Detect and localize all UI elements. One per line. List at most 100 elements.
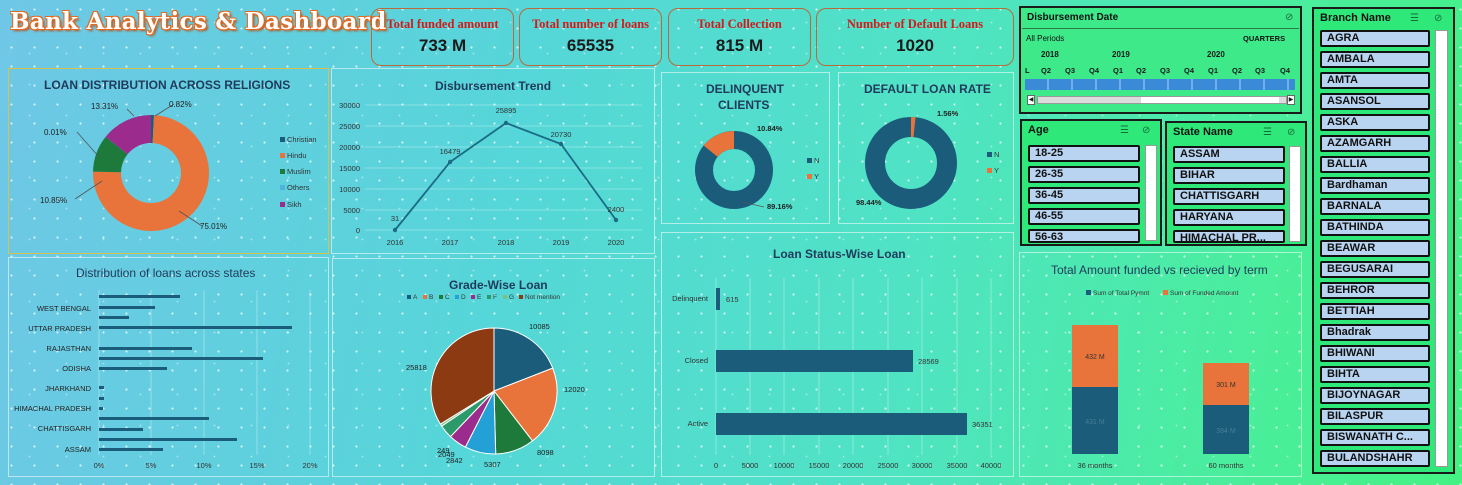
all-periods-label[interactable]: All Periods — [1026, 34, 1065, 43]
multi-select-icon[interactable]: ☰ — [1263, 127, 1272, 138]
branch-item[interactable]: Bardhaman — [1320, 177, 1430, 194]
clear-filter-icon[interactable]: ⊘ — [1285, 12, 1294, 23]
x-tick: 15% — [249, 461, 264, 470]
scroll-right-icon[interactable]: ▶ — [1287, 95, 1295, 105]
branch-item[interactable]: BETTIAH — [1320, 303, 1430, 320]
status-bar-closed — [716, 350, 913, 372]
legend-b: B — [429, 294, 433, 301]
branch-item[interactable]: BEGUSARAI — [1320, 261, 1430, 278]
branch-item[interactable]: BALLIA — [1320, 156, 1430, 173]
quarter-label[interactable]: Q2 — [1136, 66, 1147, 75]
state-item[interactable]: ASSAM — [1173, 146, 1285, 163]
trend-point — [447, 159, 453, 165]
term-bar-36-funded — [1072, 325, 1118, 387]
state-label: CHATTISGARH — [38, 424, 91, 433]
dashboard-title: Bank Analytics & Dashboard — [10, 8, 387, 35]
legend-y: Y — [814, 172, 819, 181]
status-bar-delinquent — [716, 288, 720, 310]
state-slicer[interactable]: State Name ☰ ⊘ ASSAM BIHAR CHATTISGARH H… — [1165, 121, 1307, 246]
kpi-default-loans: Number of Default Loans 1020 — [816, 8, 1014, 66]
clear-filter-icon[interactable]: ⊘ — [1142, 125, 1151, 136]
quarter-label[interactable]: Q4 — [1184, 66, 1195, 75]
term-stacked-bar-chart: Sum of Total Pymnt Sum of Funded Amount … — [1072, 290, 1249, 470]
multi-select-icon[interactable]: ☰ — [1410, 13, 1419, 24]
term-bar-60-funded — [1203, 363, 1249, 405]
kpi-total-funded: Total funded amount 733 M — [371, 8, 514, 66]
branch-item[interactable]: BARNALA — [1320, 198, 1430, 215]
trend-line — [394, 121, 617, 231]
y-tick: 10000 — [339, 185, 360, 194]
scroll-left-icon[interactable]: ◀ — [1027, 95, 1035, 105]
state-bar — [99, 417, 209, 420]
states-chart-panel: Distribution of loans across states WEST… — [8, 257, 329, 477]
date-slicer[interactable]: Disbursement Date ⊘ All Periods QUARTERS… — [1019, 6, 1302, 114]
status-value: 36351 — [972, 420, 993, 429]
branch-item[interactable]: BILASPUR — [1320, 408, 1430, 425]
branch-item[interactable]: AMBALA — [1320, 51, 1430, 68]
trend-point — [503, 120, 509, 126]
quarter-label[interactable]: Q2 — [1041, 66, 1052, 75]
timeline-scroll-thumb[interactable] — [1141, 97, 1279, 103]
state-label: HIMACHAL PRADESH — [14, 404, 91, 413]
branch-scrollbar[interactable] — [1435, 30, 1448, 467]
age-item[interactable]: 26-35 — [1028, 166, 1140, 183]
branch-item[interactable]: BHIWANI — [1320, 345, 1430, 362]
quarter-label[interactable]: Q3 — [1255, 66, 1266, 75]
age-item[interactable]: 18-25 — [1028, 145, 1140, 162]
quarter-label[interactable]: Q1 — [1113, 66, 1124, 75]
branch-item[interactable]: AGRA — [1320, 30, 1430, 47]
age-item[interactable]: 36-45 — [1028, 187, 1140, 204]
trend-chart-title: Disbursement Trend — [435, 79, 552, 93]
branch-item[interactable]: ASKA — [1320, 114, 1430, 131]
kpi-label: Total Collection — [697, 17, 782, 31]
branch-item[interactable]: BULANDSHAHR — [1320, 450, 1430, 467]
age-item[interactable]: 56-63 — [1028, 229, 1140, 243]
branch-item[interactable]: Bhadrak — [1320, 324, 1430, 341]
states-chart-title: Distribution of loans across states — [76, 266, 256, 280]
timeline-bar[interactable] — [1025, 79, 1295, 90]
branch-item[interactable]: BIHTA — [1320, 366, 1430, 383]
state-item[interactable]: CHATTISGARH — [1173, 188, 1285, 205]
y-tick: 0 — [356, 226, 360, 235]
branch-item[interactable]: BEHROR — [1320, 282, 1430, 299]
state-bar — [99, 316, 129, 319]
quarter-label[interactable]: Q1 — [1208, 66, 1219, 75]
clear-filter-icon[interactable]: ⊘ — [1287, 127, 1296, 138]
branch-item[interactable]: BEAWAR — [1320, 240, 1430, 257]
quarter-label[interactable]: Q3 — [1065, 66, 1076, 75]
branch-item[interactable]: AMTA — [1320, 72, 1430, 89]
age-scrollbar[interactable] — [1145, 145, 1157, 241]
state-scrollbar[interactable] — [1289, 146, 1301, 242]
x-tick: 10000 — [774, 461, 795, 470]
branch-item[interactable]: BATHINDA — [1320, 219, 1430, 236]
status-category: Closed — [685, 356, 708, 365]
quarter-label[interactable]: L — [1025, 66, 1030, 75]
quarter-label[interactable]: Q2 — [1232, 66, 1243, 75]
state-item[interactable]: HARYANA — [1173, 209, 1285, 226]
legend-y: Y — [994, 166, 999, 175]
branch-item[interactable]: BIJOYNAGAR — [1320, 387, 1430, 404]
age-item[interactable]: 46-55 — [1028, 208, 1140, 225]
multi-select-icon[interactable]: ☰ — [1120, 125, 1129, 136]
quarter-label[interactable]: Q3 — [1160, 66, 1171, 75]
clear-filter-icon[interactable]: ⊘ — [1434, 13, 1443, 24]
religion-chart-panel: LOAN DISTRIBUTION ACROSS RELIGIONS 0.82%… — [8, 68, 329, 254]
quarter-label[interactable]: Q4 — [1089, 66, 1100, 75]
state-item[interactable]: HIMACHAL PR... — [1173, 230, 1285, 243]
age-slicer[interactable]: Age ☰ ⊘ 18-25 26-35 36-45 46-55 56-63 — [1020, 119, 1162, 246]
kpi-value: 65535 — [566, 36, 615, 55]
divider — [1022, 28, 1299, 29]
branch-item[interactable]: BISWANATH C... — [1320, 429, 1430, 446]
quarter-label[interactable]: Q4 — [1280, 66, 1291, 75]
granularity-dropdown[interactable]: QUARTERS — [1243, 34, 1286, 43]
year-label: 2019 — [1112, 50, 1130, 59]
state-item[interactable]: BIHAR — [1173, 167, 1285, 184]
branch-item[interactable]: AZAMGARH — [1320, 135, 1430, 152]
state-slicer-title: State Name — [1173, 126, 1233, 138]
legend-d: D — [461, 294, 466, 301]
kpi-total-loans: Total number of loans 65535 — [519, 8, 662, 66]
x-tick: 40000 — [981, 461, 1002, 470]
branch-slicer[interactable]: Branch Name ☰ ⊘ AGRA AMBALA AMTA ASANSOL… — [1312, 7, 1455, 474]
branch-item[interactable]: ASANSOL — [1320, 93, 1430, 110]
status-value: 615 — [726, 295, 739, 304]
